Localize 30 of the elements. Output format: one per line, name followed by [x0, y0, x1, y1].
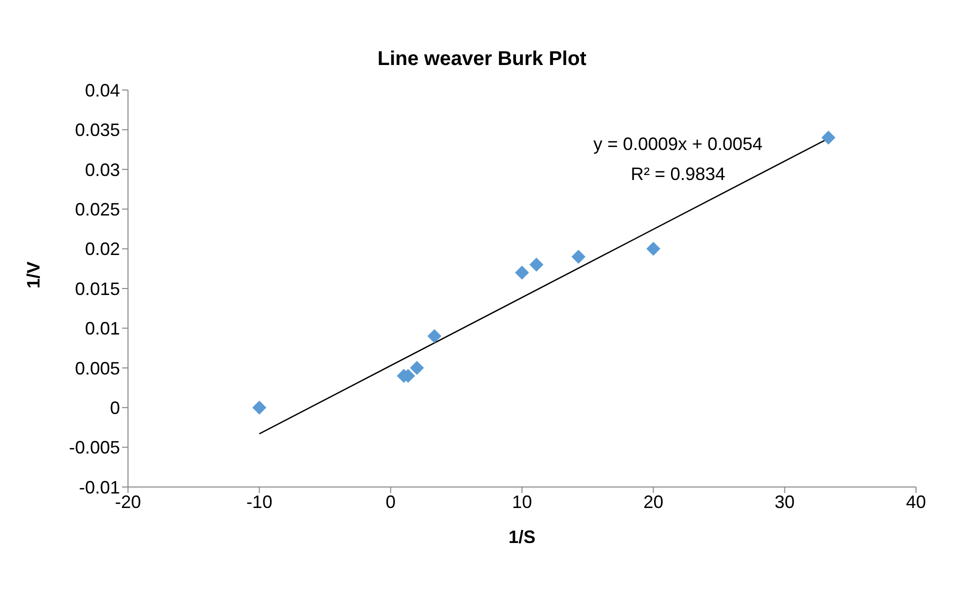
x-tick-label: 20	[643, 492, 664, 512]
point	[427, 329, 442, 344]
point	[821, 130, 836, 145]
x-tick-label: 0	[386, 492, 396, 512]
point	[571, 250, 586, 264]
y-axis-title: 1/V	[23, 261, 44, 288]
point	[529, 258, 544, 272]
y-tick-label: -0.01	[78, 477, 120, 498]
y-tick-label: 0.01	[84, 318, 120, 339]
y-tick-label: 0.04	[84, 80, 120, 100]
annotation: R² = 0.9834	[630, 164, 726, 185]
point	[252, 400, 266, 415]
y-tick-label: 0.015	[74, 278, 120, 299]
y-tick-label: 0	[110, 398, 120, 418]
point	[646, 242, 660, 256]
y-tick-label: -0.005	[68, 438, 120, 458]
y-tick-label: 0.005	[74, 358, 120, 378]
y-tick-label: 0.03	[84, 160, 120, 180]
point	[410, 360, 424, 375]
x-tick-label: -10	[246, 492, 272, 512]
y-tick-label: 0.035	[74, 120, 120, 140]
x-tick-label: 10	[512, 492, 532, 512]
y-tick-label: 0.025	[74, 199, 120, 220]
annotation: y = 0.0009x + 0.0054	[592, 134, 764, 155]
x-tick-label: 30	[774, 492, 795, 512]
y-tick-label: 0.02	[84, 239, 120, 260]
x-tick-label: 40	[906, 492, 926, 512]
chart-title: Line weaver Burk Plot	[376, 48, 588, 71]
x-axis-title: 1/S	[508, 527, 536, 547]
point	[515, 266, 529, 280]
